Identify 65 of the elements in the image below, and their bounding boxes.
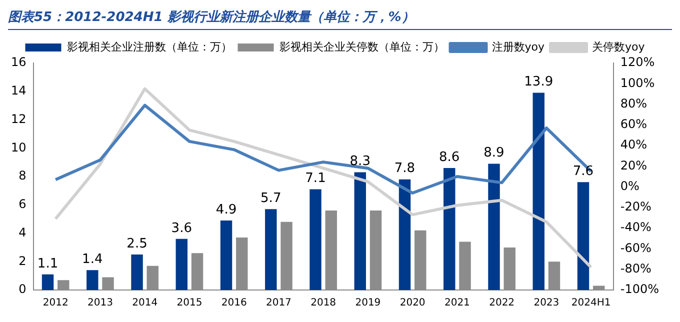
legend-label: 影视相关企业注册数（单位：万） <box>66 40 232 54</box>
y-tick-label: 8 <box>18 168 26 183</box>
y2-tick-label: 20% <box>620 158 648 172</box>
y-tick-label: 10 <box>10 140 26 154</box>
bar <box>577 182 590 290</box>
data-label: 3.6 <box>171 220 192 236</box>
data-label: 8.9 <box>484 146 504 161</box>
data-label: 4.9 <box>216 202 237 218</box>
x-tick-label: 2019 <box>355 298 381 309</box>
bar <box>398 179 411 290</box>
legend-label: 注册数yoy <box>492 40 545 54</box>
data-label: 1.4 <box>82 252 103 268</box>
bar <box>488 164 500 290</box>
y2-tick-label: 120% <box>620 55 655 70</box>
chart-title: 图表55：2012-2024H1 影视行业新注册企业数量（单位：万，%） <box>8 8 672 30</box>
data-label: 2.5 <box>126 236 148 252</box>
x-tick-label: 2022 <box>489 298 515 309</box>
x-tick-label: 2018 <box>310 298 336 309</box>
bar <box>176 238 188 290</box>
x-tick-label: 2016 <box>221 298 247 309</box>
y-tick-label: 2 <box>18 254 26 268</box>
y2-tick-label: 80% <box>620 96 648 110</box>
y2-tick-label: -80% <box>620 261 652 276</box>
x-tick-label: 2021 <box>444 298 470 309</box>
data-label: 8.3 <box>350 154 370 170</box>
y-tick-label: 14 <box>10 84 26 98</box>
x-tick-label: 2017 <box>266 298 292 309</box>
data-label: 1.1 <box>37 256 58 272</box>
bar <box>86 270 98 290</box>
bar <box>265 209 277 290</box>
data-label: 5.7 <box>260 191 282 206</box>
y2-tick-label: -60% <box>620 240 652 255</box>
y2-tick-label: 40% <box>620 138 648 152</box>
y2-tick-label: 100% <box>620 76 655 90</box>
x-tick-label: 2024H1 <box>571 298 611 309</box>
bar <box>444 168 456 290</box>
bar <box>532 92 544 290</box>
data-label: 7.6 <box>572 164 594 180</box>
y-tick-label: 0 <box>18 282 26 296</box>
x-tick-label: 2013 <box>87 298 113 309</box>
y-tick-label: 6 <box>18 197 26 211</box>
y2-tick-label: -40% <box>620 220 652 234</box>
data-label: 8.6 <box>439 150 460 165</box>
bar <box>310 189 322 290</box>
y2-tick-label: 0% <box>620 178 640 193</box>
legend-label: 影视相关企业关停数（单位：万） <box>279 40 444 54</box>
bar <box>42 274 54 290</box>
y2-tick-label: -100% <box>620 282 660 296</box>
x-tick-label: 2015 <box>176 298 202 309</box>
data-label: 13.9 <box>524 74 554 90</box>
data-label: 7.8 <box>394 161 416 176</box>
x-tick-label: 2020 <box>400 298 426 309</box>
y2-tick-label: -20% <box>620 200 652 214</box>
bar <box>354 172 366 290</box>
data-label: 7.1 <box>305 171 326 186</box>
bar <box>220 220 232 290</box>
y2-tick-label: 60% <box>620 117 648 132</box>
y-tick-label: 12 <box>10 112 26 126</box>
legend-label: 关停数yoy <box>592 40 646 54</box>
y-tick-label: 4 <box>18 225 26 240</box>
bar <box>131 254 143 290</box>
y-tick-label: 16 <box>10 55 26 70</box>
x-tick-label: 2014 <box>132 298 158 309</box>
x-tick-label: 2012 <box>42 298 68 309</box>
x-tick-label: 2023 <box>534 298 560 309</box>
